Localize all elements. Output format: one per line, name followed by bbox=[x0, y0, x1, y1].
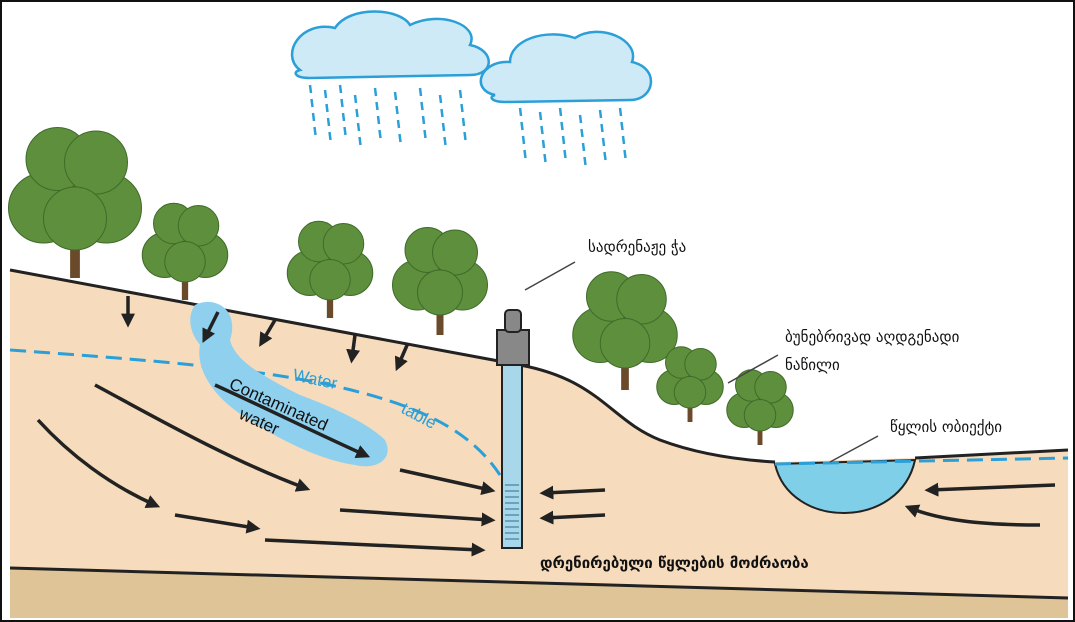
tree-crown bbox=[418, 270, 463, 315]
raindrop bbox=[377, 102, 378, 110]
raindrop bbox=[357, 109, 358, 117]
recharge-label: ნაწილი bbox=[785, 356, 840, 374]
raindrop bbox=[343, 113, 344, 121]
raindrop bbox=[602, 124, 603, 132]
raindrop bbox=[378, 116, 379, 124]
raindrop bbox=[313, 113, 314, 121]
tree-crown bbox=[323, 224, 364, 265]
raindrop bbox=[523, 136, 524, 144]
tree-crown bbox=[178, 206, 219, 247]
raindrop bbox=[583, 143, 584, 151]
drainage-label: დრენირებული წყლების მოძრაობა bbox=[540, 554, 809, 572]
raindrop bbox=[522, 122, 523, 130]
raindrop bbox=[355, 95, 356, 103]
raindrop bbox=[580, 115, 581, 123]
raindrop bbox=[442, 109, 443, 117]
tree-crown bbox=[44, 187, 107, 250]
raindrop bbox=[395, 92, 396, 100]
raindrop bbox=[327, 104, 328, 112]
raindrop bbox=[463, 118, 464, 126]
raindrop bbox=[563, 136, 564, 144]
raindrop bbox=[330, 132, 331, 140]
tree-crown bbox=[65, 131, 128, 194]
recharge-label: ბუნებრივად აღდგენადი bbox=[785, 328, 960, 346]
raindrop bbox=[398, 120, 399, 128]
raindrop bbox=[562, 122, 563, 130]
raindrop bbox=[622, 122, 623, 130]
raindrop bbox=[465, 132, 466, 140]
raindrop bbox=[620, 108, 621, 116]
tree-crown bbox=[755, 372, 787, 404]
well-casing bbox=[502, 360, 522, 548]
raindrop bbox=[525, 150, 526, 158]
tree-crown bbox=[165, 242, 206, 283]
raindrop bbox=[445, 137, 446, 145]
raindrop bbox=[380, 130, 381, 138]
raindrop bbox=[582, 129, 583, 137]
raindrop bbox=[345, 127, 346, 135]
raindrop bbox=[425, 130, 426, 138]
raindrop bbox=[312, 99, 313, 107]
raindrop bbox=[423, 116, 424, 124]
tree-crown bbox=[744, 400, 776, 432]
raindrop bbox=[397, 106, 398, 114]
diagram: სადრენაჟე ჭა ბუნებრივად აღდგენადი ნაწილი… bbox=[0, 0, 1075, 622]
tree-crown bbox=[617, 275, 667, 325]
raindrop bbox=[540, 112, 541, 120]
tree-crown bbox=[310, 260, 351, 301]
raindrop bbox=[543, 140, 544, 148]
raindrop bbox=[520, 108, 521, 116]
well-label: სადრენაჟე ჭა bbox=[588, 238, 686, 256]
raindrop bbox=[565, 150, 566, 158]
raindrop bbox=[315, 127, 316, 135]
raindrop bbox=[585, 157, 586, 165]
raindrop bbox=[545, 154, 546, 162]
raindrop bbox=[325, 90, 326, 98]
raindrop bbox=[358, 123, 359, 131]
pump bbox=[505, 310, 521, 332]
raindrop bbox=[605, 152, 606, 160]
water-body-label: წყლის ობიექტი bbox=[890, 418, 1002, 436]
raindrop bbox=[400, 134, 401, 142]
raindrop bbox=[443, 123, 444, 131]
raindrop bbox=[560, 108, 561, 116]
raindrop bbox=[600, 110, 601, 118]
raindrop bbox=[460, 90, 461, 98]
tree-crown bbox=[685, 349, 717, 381]
raindrop bbox=[342, 99, 343, 107]
raindrop bbox=[542, 126, 543, 134]
tree-crown bbox=[433, 230, 478, 275]
raindrop bbox=[420, 88, 421, 96]
raindrop bbox=[340, 85, 341, 93]
raindrop bbox=[462, 104, 463, 112]
well-head bbox=[497, 330, 529, 365]
raindrop bbox=[328, 118, 329, 126]
raindrop bbox=[440, 95, 441, 103]
raindrop bbox=[623, 136, 624, 144]
raindrop bbox=[625, 150, 626, 158]
raindrop bbox=[422, 102, 423, 110]
raindrop bbox=[360, 137, 361, 145]
raindrop bbox=[310, 85, 311, 93]
raindrop bbox=[375, 88, 376, 96]
tree-crown bbox=[600, 319, 650, 369]
raindrop bbox=[603, 138, 604, 146]
tree-crown bbox=[674, 377, 706, 409]
